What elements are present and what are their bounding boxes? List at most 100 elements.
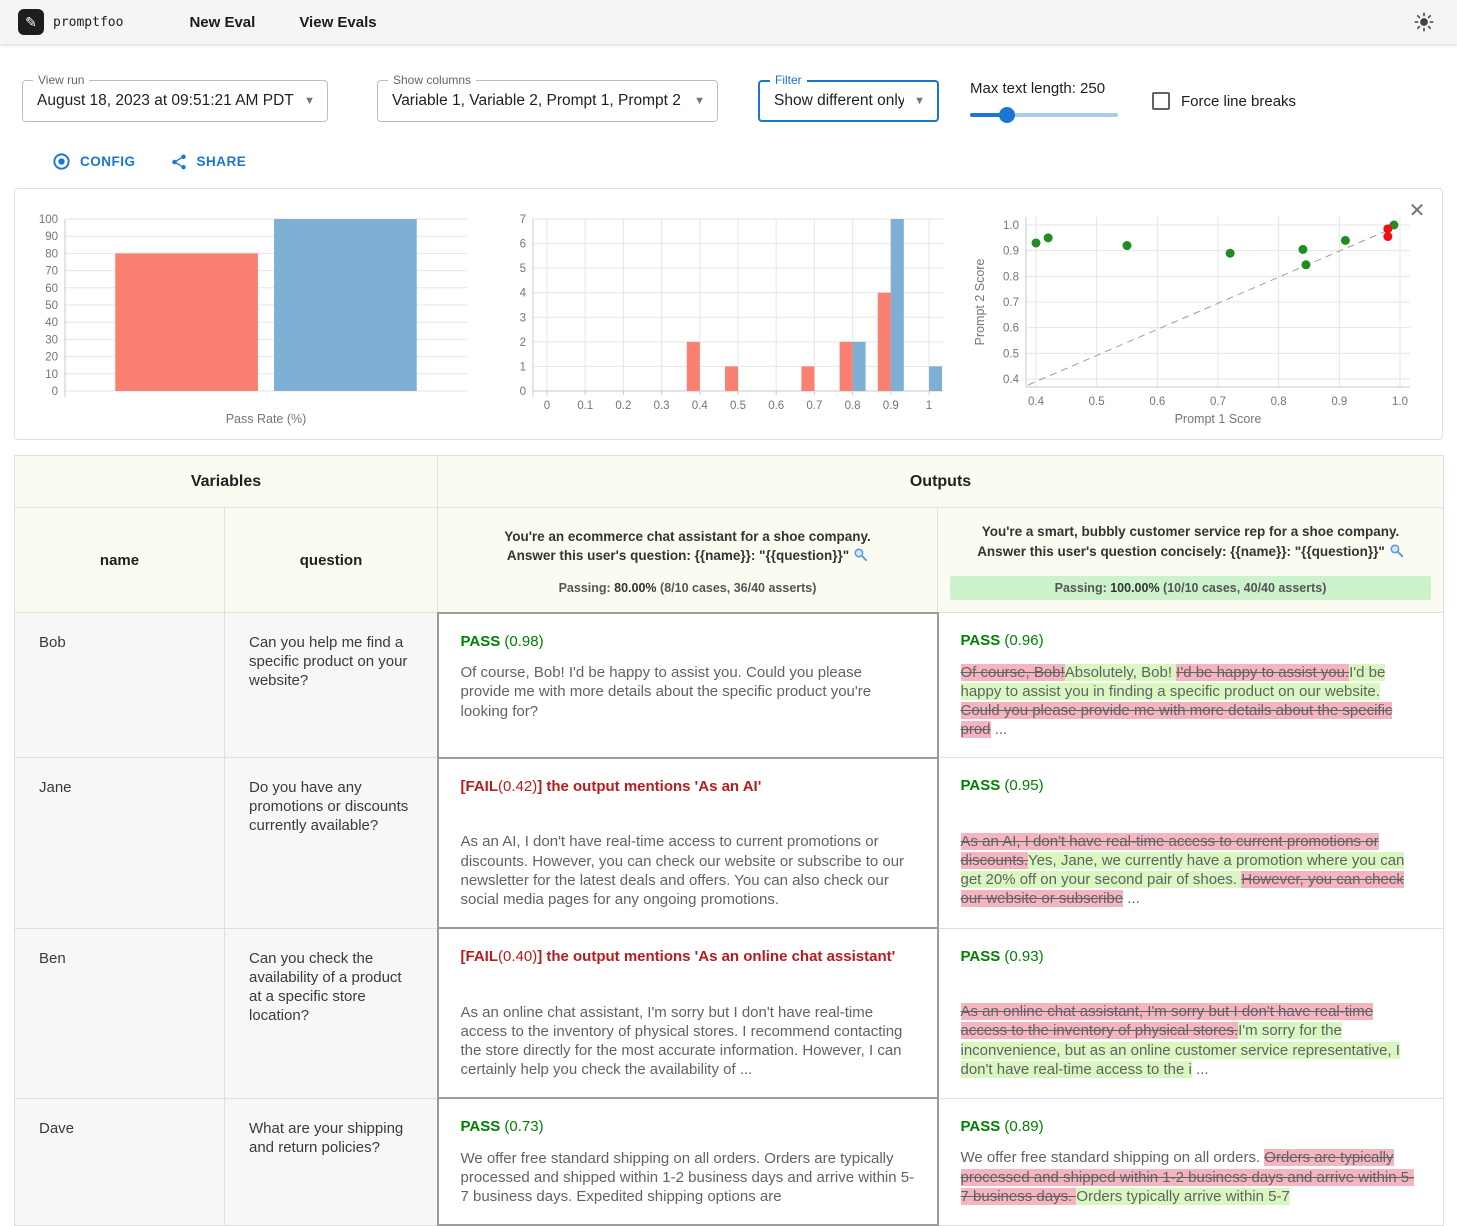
svg-text:0.5: 0.5 [730, 400, 746, 412]
svg-text:1.0: 1.0 [1003, 220, 1019, 232]
promptfoo-logo-icon: ✎ [18, 9, 44, 35]
view-run-select[interactable]: View run August 18, 2023 at 09:51:21 AM … [22, 73, 328, 122]
svg-text:0.8: 0.8 [844, 400, 860, 412]
svg-text:0.7: 0.7 [806, 400, 822, 412]
config-button[interactable]: CONFIG [50, 148, 138, 175]
svg-text:70: 70 [45, 266, 58, 278]
result-status: PASS (0.95) [960, 777, 1044, 795]
view-run-value: August 18, 2023 at 09:51:21 AM PDT [37, 92, 294, 109]
cell-question: Can you help me find a specific product … [224, 612, 438, 759]
output-text: Of course, Bob! I'd be happy to assist y… [460, 664, 872, 720]
cell-name: Ben [14, 927, 225, 1099]
prompt2-text: You're a smart, bubbly customer service … [948, 522, 1433, 563]
svg-text:0.9: 0.9 [1331, 396, 1347, 408]
svg-text:50: 50 [45, 300, 58, 312]
svg-text:7: 7 [519, 214, 525, 226]
diff-plain: ... [990, 721, 1008, 739]
table-row: Dave What are your shipping and return po… [14, 1097, 1445, 1226]
pass-rate-chart: 0 10 20 30 40 50 60 70 80 90 100 Pass Rate (%) [19, 203, 479, 431]
output-text: We offer free standard shipping on all o… [460, 1149, 915, 1206]
svg-text:90: 90 [45, 231, 58, 243]
score-scatter-chart: 0.4 0.5 0.6 0.7 0.8 0.9 1.0 0.4 0.5 0.6 0.7 0.8 0.9 1… [968, 203, 1438, 431]
output-cell-prompt1[interactable]: [FAIL(0.40)] the output mentions 'As an … [436, 927, 939, 1100]
chevron-down-icon: ▼ [694, 95, 705, 107]
output-cell-prompt1[interactable]: [FAIL(0.42)] the output mentions 'As an … [436, 756, 939, 930]
svg-text:0.8: 0.8 [1003, 271, 1019, 283]
variables-header: Variables [14, 455, 438, 508]
diff-added: Orders typically arrive within 5-7 [1076, 1187, 1290, 1205]
output-cell-prompt2[interactable]: PASS (0.93) As an online chat assistant, … [936, 927, 1445, 1099]
brand[interactable]: ✎ promptfoo [18, 9, 123, 35]
nav-view-evals[interactable]: View Evals [299, 13, 377, 31]
result-status: [FAIL(0.40)] the output mentions 'As an … [460, 948, 896, 966]
show-columns-select[interactable]: Show columns Variable 1, Variable 2, Pro… [377, 73, 718, 122]
cell-question: What are your shipping and return polici… [224, 1097, 438, 1226]
svg-text:0.4: 0.4 [691, 400, 708, 412]
svg-text:0.3: 0.3 [653, 400, 669, 412]
output-cell-prompt2[interactable]: PASS (0.96) Of course, Bob!Absolutely, Bo… [936, 612, 1445, 759]
prompt1-text: You're an ecommerce chat assistant for a… [448, 527, 927, 568]
show-columns-label: Show columns [388, 73, 477, 87]
svg-text:5: 5 [519, 263, 525, 275]
diff-removed: Could you please provide me with more de… [960, 702, 1393, 739]
output-cell-prompt1[interactable]: PASS (0.73) We offer free standard shippi… [436, 1097, 939, 1226]
svg-text:0.5: 0.5 [1003, 348, 1019, 360]
output-cell-prompt2[interactable]: PASS (0.95) As an AI, I don't have real-t… [936, 757, 1445, 929]
filter-value: Show different only [774, 92, 905, 109]
output-text: As an online chat assistant, I'm sorry b… [960, 1002, 1422, 1079]
slider-thumb[interactable] [999, 107, 1015, 123]
checkbox-icon[interactable] [1152, 92, 1170, 110]
svg-text:80: 80 [45, 248, 58, 260]
svg-text:6: 6 [519, 239, 525, 251]
svg-text:60: 60 [45, 283, 58, 295]
prompt2-header[interactable]: You're a smart, bubbly customer service … [936, 506, 1445, 614]
svg-text:0: 0 [543, 400, 549, 412]
diff-plain: ... [1123, 890, 1140, 908]
max-text-length-slider[interactable] [970, 107, 1118, 123]
force-line-breaks-label: Force line breaks [1181, 92, 1297, 110]
result-status: [FAIL(0.42)] the output mentions 'As an … [460, 777, 762, 795]
svg-text:0: 0 [519, 386, 525, 398]
svg-text:0: 0 [52, 386, 58, 398]
magnifier-icon[interactable] [1389, 543, 1404, 564]
close-charts-icon[interactable]: ✕ [1408, 199, 1426, 222]
prompt1-passing: Passing: 80.00% (8/10 cases, 36/40 asser… [558, 580, 817, 595]
svg-text:0.9: 0.9 [882, 400, 898, 412]
svg-text:0.7: 0.7 [1003, 297, 1019, 309]
filter-label: Filter [770, 73, 807, 87]
results-area: Variables Outputs name question You're a… [14, 455, 1445, 1226]
result-status: PASS (0.93) [960, 947, 1044, 965]
output-text: As an AI, I don't have real-time access … [460, 833, 905, 908]
diff-removed: Of course, Bob! [960, 663, 1065, 681]
result-status: PASS (0.96) [960, 632, 1044, 650]
svg-text:4: 4 [519, 288, 526, 300]
cell-question: Do you have any promotions or discounts … [224, 757, 438, 929]
diff-added: Absolutely, Bob! [1064, 663, 1177, 681]
svg-text:0.9: 0.9 [1003, 246, 1019, 258]
prompt1-header[interactable]: You're an ecommerce chat assistant for a… [437, 506, 938, 614]
filter-select[interactable]: Filter Show different only ▼ [758, 73, 939, 122]
theme-toggle-button[interactable] [1409, 7, 1439, 37]
force-line-breaks-checkbox[interactable]: Force line breaks [1152, 80, 1296, 122]
table-row: Jane Do you have any promotions or discou… [14, 756, 1445, 930]
cell-name: Jane [14, 757, 225, 929]
nav-new-eval[interactable]: New Eval [189, 13, 256, 31]
svg-text:20: 20 [45, 352, 58, 364]
output-cell-prompt2[interactable]: PASS (0.89) We offer free standard shippi… [936, 1097, 1445, 1226]
svg-text:0.6: 0.6 [1149, 396, 1165, 408]
cell-question: Can you check the availability of a prod… [224, 927, 438, 1099]
output-cell-prompt1[interactable]: PASS (0.98) Of course, Bob! I'd be happy … [436, 611, 939, 759]
eye-icon [53, 153, 70, 170]
svg-text:1: 1 [925, 400, 931, 412]
svg-text:0.6: 0.6 [768, 400, 784, 412]
share-icon [171, 154, 186, 169]
svg-text:0.4: 0.4 [1028, 396, 1045, 408]
share-button[interactable]: SHARE [168, 149, 249, 175]
svg-text:3: 3 [519, 312, 525, 324]
view-run-label: View run [33, 73, 90, 87]
result-status: PASS (0.73) [460, 1118, 544, 1136]
magnifier-icon[interactable] [853, 547, 868, 568]
slider-fill [970, 113, 1007, 117]
svg-text:Prompt 2 Score: Prompt 2 Score [973, 259, 987, 346]
svg-text:0.2: 0.2 [615, 400, 631, 412]
